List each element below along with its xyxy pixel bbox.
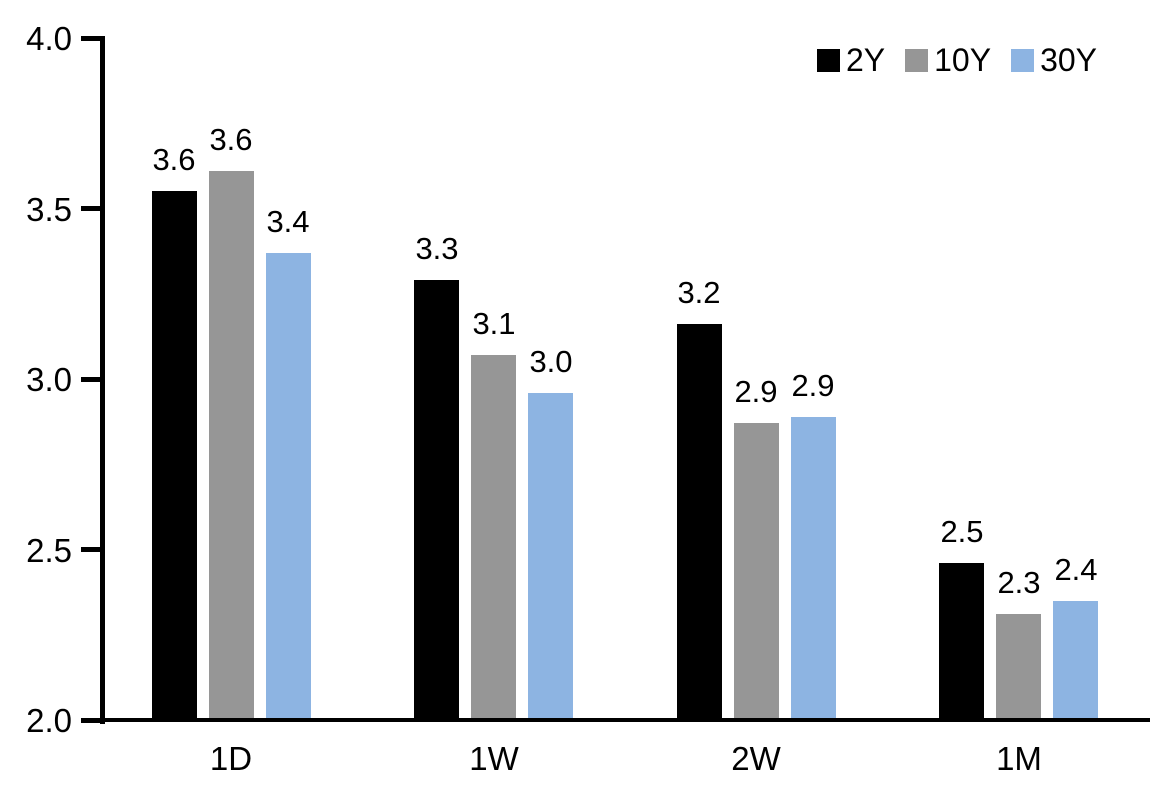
y-tick-label: 2.5 — [26, 532, 72, 569]
bar — [939, 563, 984, 720]
y-tick-label: 4.0 — [26, 20, 72, 57]
bar-value-label: 2.3 — [997, 565, 1041, 600]
bar-value-label: 3.0 — [529, 344, 573, 379]
legend-swatch-icon — [1011, 48, 1035, 72]
bar-value-label: 3.3 — [415, 231, 459, 266]
y-tick — [81, 36, 105, 41]
x-category-label: 1M — [996, 740, 1042, 777]
x-category-label: 2W — [731, 740, 781, 777]
bar — [209, 171, 254, 720]
legend-item: 2Y — [816, 42, 886, 78]
legend-label: 10Y — [934, 42, 992, 78]
x-category-label: 1W — [469, 740, 519, 777]
bar — [266, 253, 311, 720]
y-tick — [81, 547, 105, 552]
x-category-label: 1D — [209, 740, 253, 777]
bar-value-label: 3.6 — [152, 142, 196, 177]
bar-value-label: 3.6 — [209, 122, 253, 157]
bar — [528, 393, 573, 720]
y-tick — [81, 206, 105, 211]
y-tick — [81, 718, 105, 723]
bar-value-label: 2.9 — [791, 368, 835, 403]
bar — [152, 191, 197, 720]
legend-item: 30Y — [1011, 44, 1097, 76]
y-tick-label: 3.5 — [26, 191, 72, 228]
bar — [791, 417, 836, 720]
legend: 2Y 10Y 30Y — [816, 42, 1097, 78]
bar-value-label: 3.1 — [472, 306, 516, 341]
x-axis-line — [100, 718, 1150, 722]
bar-value-label: 3.4 — [266, 204, 310, 239]
legend-swatch-icon — [905, 48, 929, 72]
bar-value-label: 2.4 — [1054, 552, 1098, 587]
bar — [996, 614, 1041, 720]
legend-item: 10Y — [905, 44, 991, 76]
bar-value-label: 2.5 — [940, 514, 984, 549]
bar — [677, 324, 722, 720]
bar — [1053, 601, 1098, 720]
y-tick-label: 2.0 — [26, 702, 72, 739]
bar — [734, 423, 779, 720]
bar — [471, 355, 516, 720]
legend-label: 30Y — [1040, 42, 1097, 78]
bar — [414, 280, 459, 720]
bar-value-label: 2.9 — [734, 374, 778, 409]
legend-label: 2Y — [845, 42, 886, 78]
y-tick-label: 3.0 — [26, 361, 72, 398]
bar-value-label: 3.2 — [677, 275, 721, 310]
y-axis-line — [100, 36, 105, 724]
legend-swatch-icon — [816, 48, 840, 72]
y-tick — [81, 377, 105, 382]
